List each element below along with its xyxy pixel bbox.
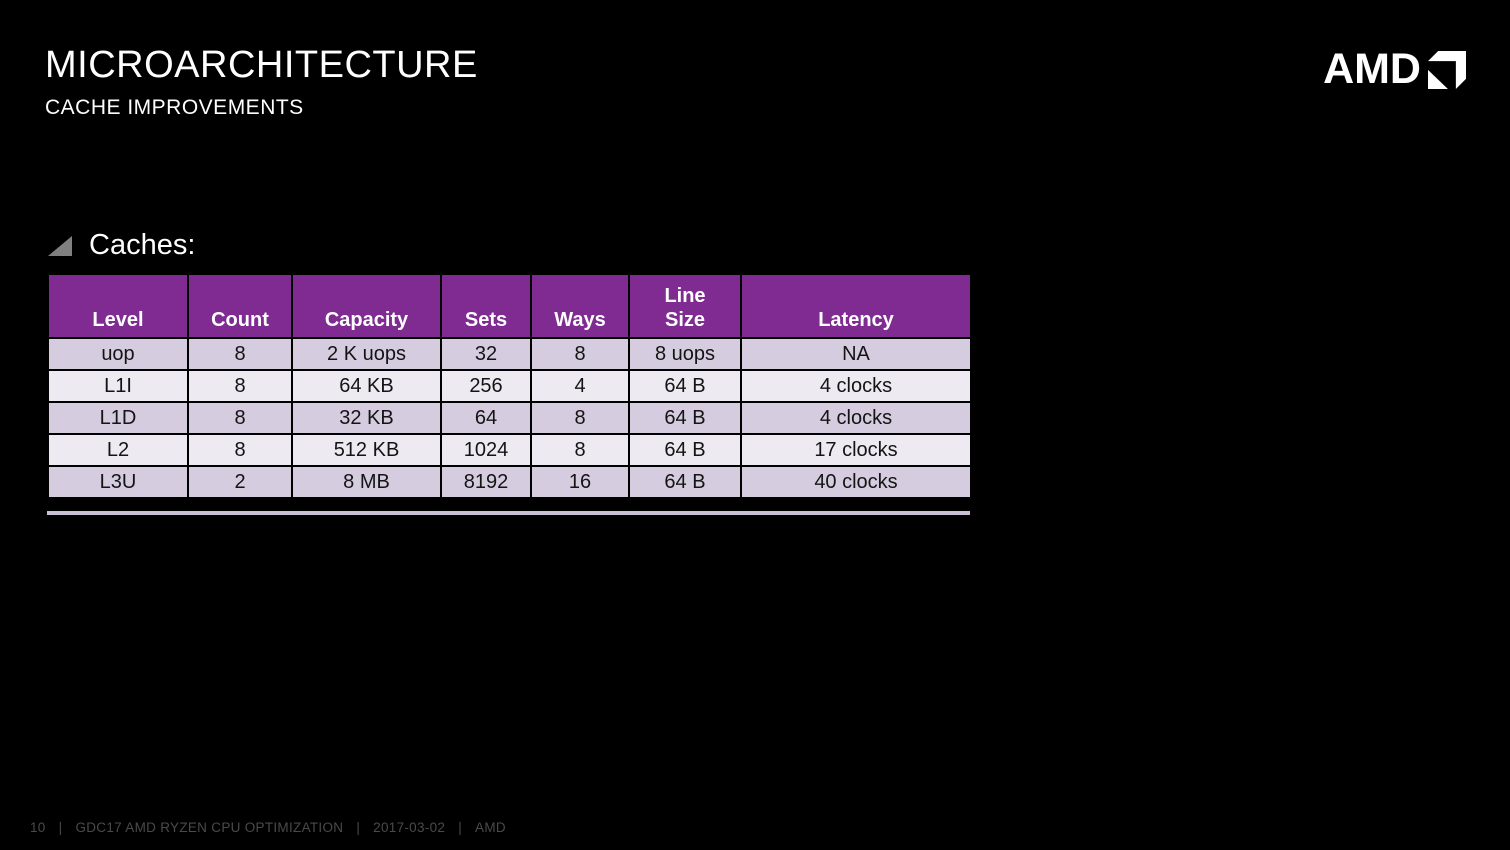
table-row: uop 8 2 K uops 32 8 8 uops NA (47, 337, 972, 371)
header-row: Level Count Capacity Sets Ways Line Size… (47, 273, 972, 339)
table-cell: 64 B (628, 465, 742, 499)
table-cell: 8 (187, 433, 293, 467)
table-cell: 32 KB (291, 401, 442, 435)
amd-wordmark: AMD (1323, 45, 1421, 93)
footer: 10 | GDC17 AMD RYZEN CPU OPTIMIZATION | … (30, 820, 506, 835)
column-header-sets: Sets (440, 273, 532, 339)
table-cell: 256 (440, 369, 532, 403)
table-cell: 4 clocks (740, 369, 972, 403)
table-cell: NA (740, 337, 972, 371)
table-cell: L1D (47, 401, 189, 435)
cache-table-header: Level Count Capacity Sets Ways Line Size… (47, 273, 972, 339)
table-cell: 64 B (628, 401, 742, 435)
triangle-bullet-icon (48, 236, 72, 261)
column-header-latency: Latency (740, 273, 972, 339)
table-cell: 64 B (628, 433, 742, 467)
cache-table: Level Count Capacity Sets Ways Line Size… (47, 273, 972, 499)
footer-brand: AMD (475, 820, 506, 835)
table-cell: 64 (440, 401, 532, 435)
table-cell: L2 (47, 433, 189, 467)
footer-separator: | (58, 820, 63, 835)
page-number: 10 (30, 820, 46, 835)
table-cell: 4 (530, 369, 630, 403)
column-header-level: Level (47, 273, 189, 339)
table-cell: L3U (47, 465, 189, 499)
table-cell: uop (47, 337, 189, 371)
footer-separator: | (458, 820, 463, 835)
table-cell: 8192 (440, 465, 532, 499)
table-cell: 8 (530, 401, 630, 435)
footer-deck-title: GDC17 AMD RYZEN CPU OPTIMIZATION (75, 820, 344, 835)
table-cell: 64 B (628, 369, 742, 403)
table-cell: 512 KB (291, 433, 442, 467)
table-row: L3U 2 8 MB 8192 16 64 B 40 clocks (47, 465, 972, 499)
section-heading: Caches: (48, 229, 195, 262)
amd-arrow-icon (1428, 50, 1466, 89)
slide-subtitle: CACHE IMPROVEMENTS (45, 96, 304, 119)
column-header-line-size: Line Size (628, 273, 742, 339)
table-cell: 8 (187, 369, 293, 403)
table-cell: 17 clocks (740, 433, 972, 467)
table-cell: 8 (530, 337, 630, 371)
amd-logo: AMD (1323, 48, 1466, 91)
cache-table-body: uop 8 2 K uops 32 8 8 uops NA L1I 8 64 KB 256 4 64 B… (47, 337, 972, 499)
column-header-ways: Ways (530, 273, 630, 339)
table-cell: L1I (47, 369, 189, 403)
table-cell: 1024 (440, 433, 532, 467)
table-cell: 8 (530, 433, 630, 467)
table-cell: 8 (187, 401, 293, 435)
footer-separator: | (356, 820, 361, 835)
section-heading-label: Caches: (89, 229, 196, 261)
column-header-capacity: Capacity (291, 273, 442, 339)
table-cell: 2 (187, 465, 293, 499)
table-cell: 2 K uops (291, 337, 442, 371)
slide-title: MICROARCHITECTURE (45, 44, 478, 86)
column-header-count: Count (187, 273, 293, 339)
table-cell: 8 MB (291, 465, 442, 499)
table-cell: 8 (187, 337, 293, 371)
footer-date: 2017-03-02 (373, 820, 446, 835)
table-cell: 8 uops (628, 337, 742, 371)
table-cell: 40 clocks (740, 465, 972, 499)
table-cell: 32 (440, 337, 532, 371)
table-cell: 4 clocks (740, 401, 972, 435)
table-cell: 16 (530, 465, 630, 499)
table-cell: 64 KB (291, 369, 442, 403)
table-bottom-edge (47, 511, 970, 515)
table-row: L2 8 512 KB 1024 8 64 B 17 clocks (47, 433, 972, 467)
